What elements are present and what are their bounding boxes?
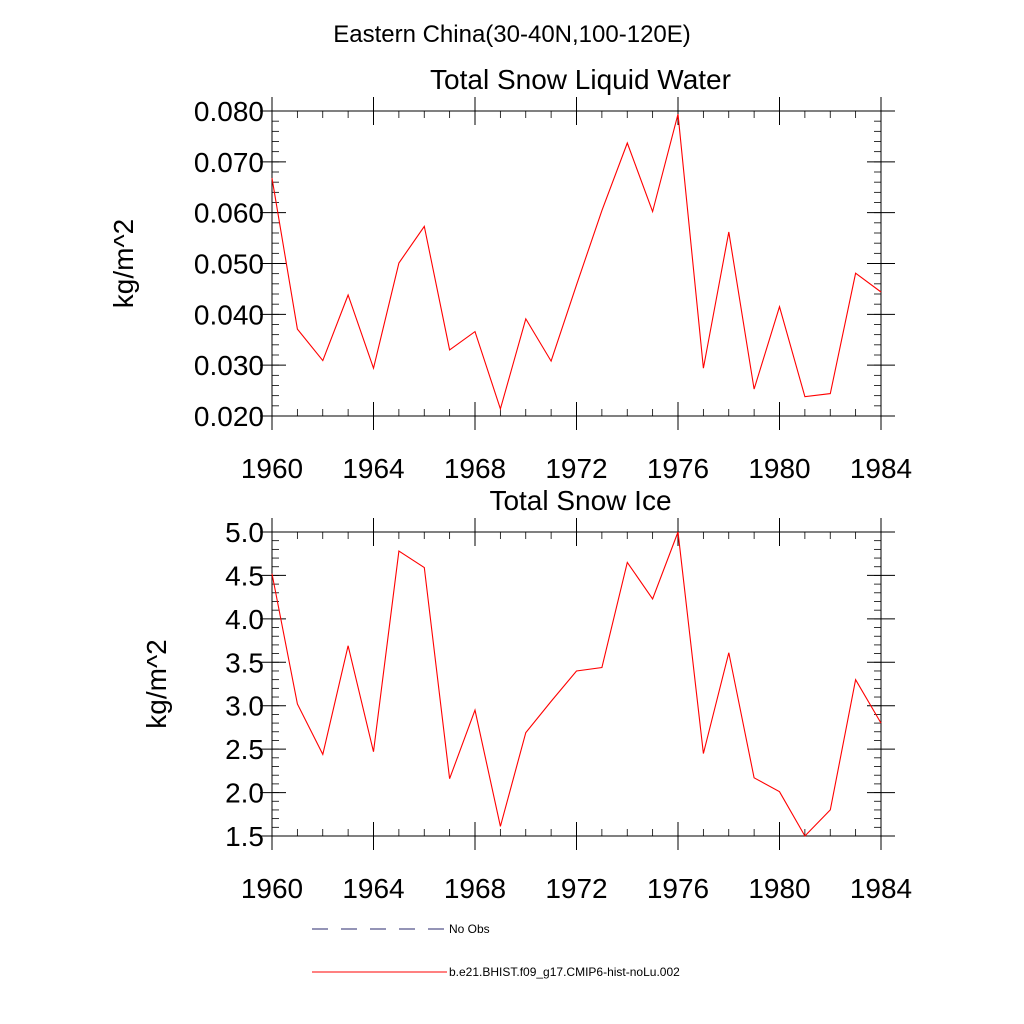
y-tick-label: 5.0 xyxy=(225,517,264,548)
y-tick-label: 4.0 xyxy=(225,604,264,635)
y-tick-label: 0.070 xyxy=(194,147,264,178)
y-tick-label: 0.050 xyxy=(194,249,264,280)
y-tick-label: 1.5 xyxy=(225,821,264,852)
x-tick-label: 1980 xyxy=(748,873,810,904)
x-tick-label: 1964 xyxy=(342,873,404,904)
x-tick-label: 1984 xyxy=(850,453,912,484)
series-line xyxy=(271,531,882,837)
snow-ice-panel: Total Snow Ice 1.5 2.0 2.5 3.0 3.5 4.0 4.5 5.0 19… xyxy=(141,485,912,904)
y-tick-label: 0.060 xyxy=(194,198,264,229)
x-tick-label: 1968 xyxy=(444,453,506,484)
y-tick-label: 3.5 xyxy=(225,647,264,678)
series-line xyxy=(271,113,882,411)
y-tick-label: 0.040 xyxy=(194,299,264,330)
plot-frame xyxy=(271,531,882,837)
legend-label: No Obs xyxy=(449,922,490,936)
y-tick-label: 2.5 xyxy=(225,734,264,765)
y-tick-label: 0.080 xyxy=(194,96,264,127)
panel-title: Total Snow Ice xyxy=(489,485,671,516)
x-tick-label: 1968 xyxy=(444,873,506,904)
x-tick-label: 1960 xyxy=(241,873,303,904)
plot-frame xyxy=(271,110,882,417)
x-tick-label: 1976 xyxy=(647,873,709,904)
y-axis-label: kg/m^2 xyxy=(108,219,139,308)
x-tick-label: 1972 xyxy=(545,453,607,484)
figure-title: Eastern China(30-40N,100-120E) xyxy=(333,21,691,48)
y-tick-label: 4.5 xyxy=(225,560,264,591)
snow-liquid-water-panel: Total Snow Liquid Water 0.020 0.030 0.040 0.… xyxy=(108,64,912,484)
y-axis-label: kg/m^2 xyxy=(141,639,172,728)
y-tick-label: 2.0 xyxy=(225,778,264,809)
y-tick-label: 0.020 xyxy=(194,401,264,432)
x-tick-label: 1960 xyxy=(241,453,303,484)
x-tick-label: 1964 xyxy=(342,453,404,484)
panel-title: Total Snow Liquid Water xyxy=(430,64,731,95)
x-tick-label: 1984 xyxy=(850,873,912,904)
x-tick-label: 1976 xyxy=(647,453,709,484)
y-tick-label: 0.030 xyxy=(194,350,264,381)
legend-label: b.e21.BHIST.f09_g17.CMIP6-hist-noLu.002 xyxy=(449,965,680,979)
y-tick-label: 3.0 xyxy=(225,691,264,722)
x-tick-label: 1980 xyxy=(748,453,810,484)
x-tick-label: 1972 xyxy=(545,873,607,904)
legend: No Obs b.e21.BHIST.f09_g17.CMIP6-hist-noL… xyxy=(312,922,680,979)
